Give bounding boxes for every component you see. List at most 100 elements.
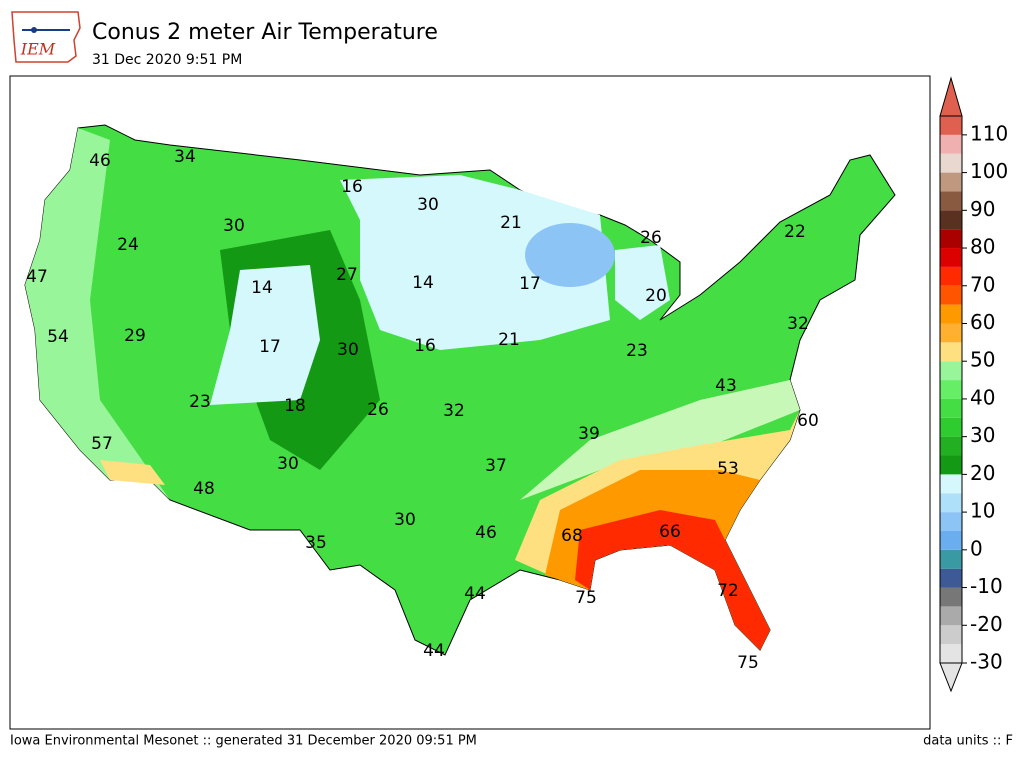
contour-label: 30 <box>394 510 416 530</box>
colorbar-segment <box>940 568 962 588</box>
contour-label: 14 <box>412 273 434 293</box>
contour-label: 48 <box>193 479 215 499</box>
colorbar-segment <box>940 512 962 531</box>
hottest-band <box>575 510 770 650</box>
contour-label: 21 <box>498 330 520 350</box>
contour-label: 34 <box>174 147 196 167</box>
colorbar-segment <box>940 549 962 569</box>
contour-label: 32 <box>443 401 465 421</box>
contour-labels: 46 34 16 30 21 26 22 24 30 47 14 27 14 17 20 54 29 17 30 16… <box>26 147 819 673</box>
colorbar-tick-label: 80 <box>970 235 995 259</box>
contour-label: 30 <box>223 216 245 236</box>
colorbar-segment <box>940 474 962 494</box>
colorbar-border <box>939 115 963 664</box>
colorbar-segment <box>940 342 962 362</box>
contour-label: 26 <box>640 228 662 248</box>
logo: IEM <box>11 11 81 63</box>
hot-band <box>545 470 770 650</box>
colorbar-extend-low <box>939 662 963 693</box>
contour-label: 24 <box>117 235 139 255</box>
colorbar-segment <box>940 644 962 663</box>
contour-label: 16 <box>414 336 436 356</box>
colorbar-tick-label: -20 <box>970 612 1003 636</box>
colorbar-segment <box>940 285 962 305</box>
contour-label: 21 <box>500 213 522 233</box>
contour-label: 57 <box>91 434 113 454</box>
contour-label: 32 <box>787 314 809 334</box>
colorbar: -30 -20 -10 0 10 20 30 40 50 60 70 80 90 100 110 <box>939 76 1008 693</box>
colorbar-tick-label: 40 <box>970 385 995 409</box>
colorbar-segment <box>940 380 962 399</box>
contour-label: 47 <box>26 267 48 287</box>
contour-label: 26 <box>367 400 389 420</box>
title: Conus 2 meter Air Temperature <box>92 20 438 45</box>
colorbar-tick-label: 110 <box>970 121 1008 145</box>
contour-label: 75 <box>737 653 759 673</box>
warm-desert <box>100 460 165 485</box>
colorbar-tick-label: 100 <box>970 159 1008 183</box>
contour-label: 39 <box>578 424 600 444</box>
contour-label: 27 <box>336 265 358 285</box>
contour-label: 29 <box>124 326 146 346</box>
mild-southeast <box>520 380 800 500</box>
cold-basin <box>210 265 320 405</box>
colorbar-segment <box>940 266 962 286</box>
colorbar-extend-high <box>939 76 963 117</box>
contour-label: 23 <box>626 341 648 361</box>
contour-label: 43 <box>715 376 737 396</box>
contour-label: 16 <box>341 177 363 197</box>
colorbar-segment <box>940 191 962 211</box>
contour-label: 30 <box>277 454 299 474</box>
colorbar-segment <box>940 436 962 456</box>
colorbar-segment <box>940 587 962 607</box>
contour-label: 44 <box>423 641 445 661</box>
contour-label: 60 <box>797 411 819 431</box>
colorbar-segment <box>940 172 962 192</box>
colorbar-tick-label: 20 <box>970 461 995 485</box>
contour-label: 22 <box>784 222 806 242</box>
colorbar-segment <box>940 455 962 475</box>
colorbar-segment <box>940 304 962 324</box>
colorbar-segment <box>940 248 962 267</box>
logo-text: IEM <box>20 40 56 59</box>
contour-label: 54 <box>47 327 69 347</box>
contour-label: 18 <box>284 396 306 416</box>
footer-right: data units :: F <box>923 734 1013 749</box>
colorbar-segment <box>940 153 962 173</box>
colorbar-tick-label: 60 <box>970 310 995 334</box>
contour-label: 20 <box>645 286 667 306</box>
colorbar-tick-label: 10 <box>970 499 995 523</box>
map <box>24 124 896 656</box>
colorbar-tick-label: -10 <box>970 574 1003 598</box>
contour-label: 44 <box>464 584 486 604</box>
colorbar-tick-label: 30 <box>970 423 995 447</box>
colorbar-segment <box>940 134 962 154</box>
colorbar-segment <box>940 398 962 418</box>
cold-michigan <box>615 245 670 320</box>
colorbar-tick-label: 90 <box>970 197 995 221</box>
cold-wisconsin <box>525 223 615 287</box>
colorbar-segment <box>940 606 962 626</box>
contour-label: 35 <box>305 533 327 553</box>
west-coast <box>25 128 170 500</box>
contour-label: 46 <box>475 523 497 543</box>
colorbar-segment <box>940 493 962 513</box>
contour-label: 30 <box>417 195 439 215</box>
contour-label: 17 <box>259 337 281 357</box>
contour-label: 66 <box>659 522 681 542</box>
colorbar-segment <box>940 530 962 550</box>
contour-label: 37 <box>485 456 507 476</box>
cold-plains <box>340 175 610 350</box>
colorbar-segment <box>940 210 962 230</box>
colorbar-segment <box>940 417 962 437</box>
colorbar-segment <box>940 323 962 343</box>
contour-label: 23 <box>189 392 211 412</box>
colorbar-tick-label: 50 <box>970 348 995 372</box>
contour-label: 30 <box>337 340 359 360</box>
contour-label: 75 <box>575 588 597 608</box>
colorbar-tick-label: 70 <box>970 272 995 296</box>
colorbar-segment <box>940 361 962 381</box>
colorbar-segment <box>940 116 962 135</box>
colorbar-tick-label: -30 <box>970 650 1003 674</box>
